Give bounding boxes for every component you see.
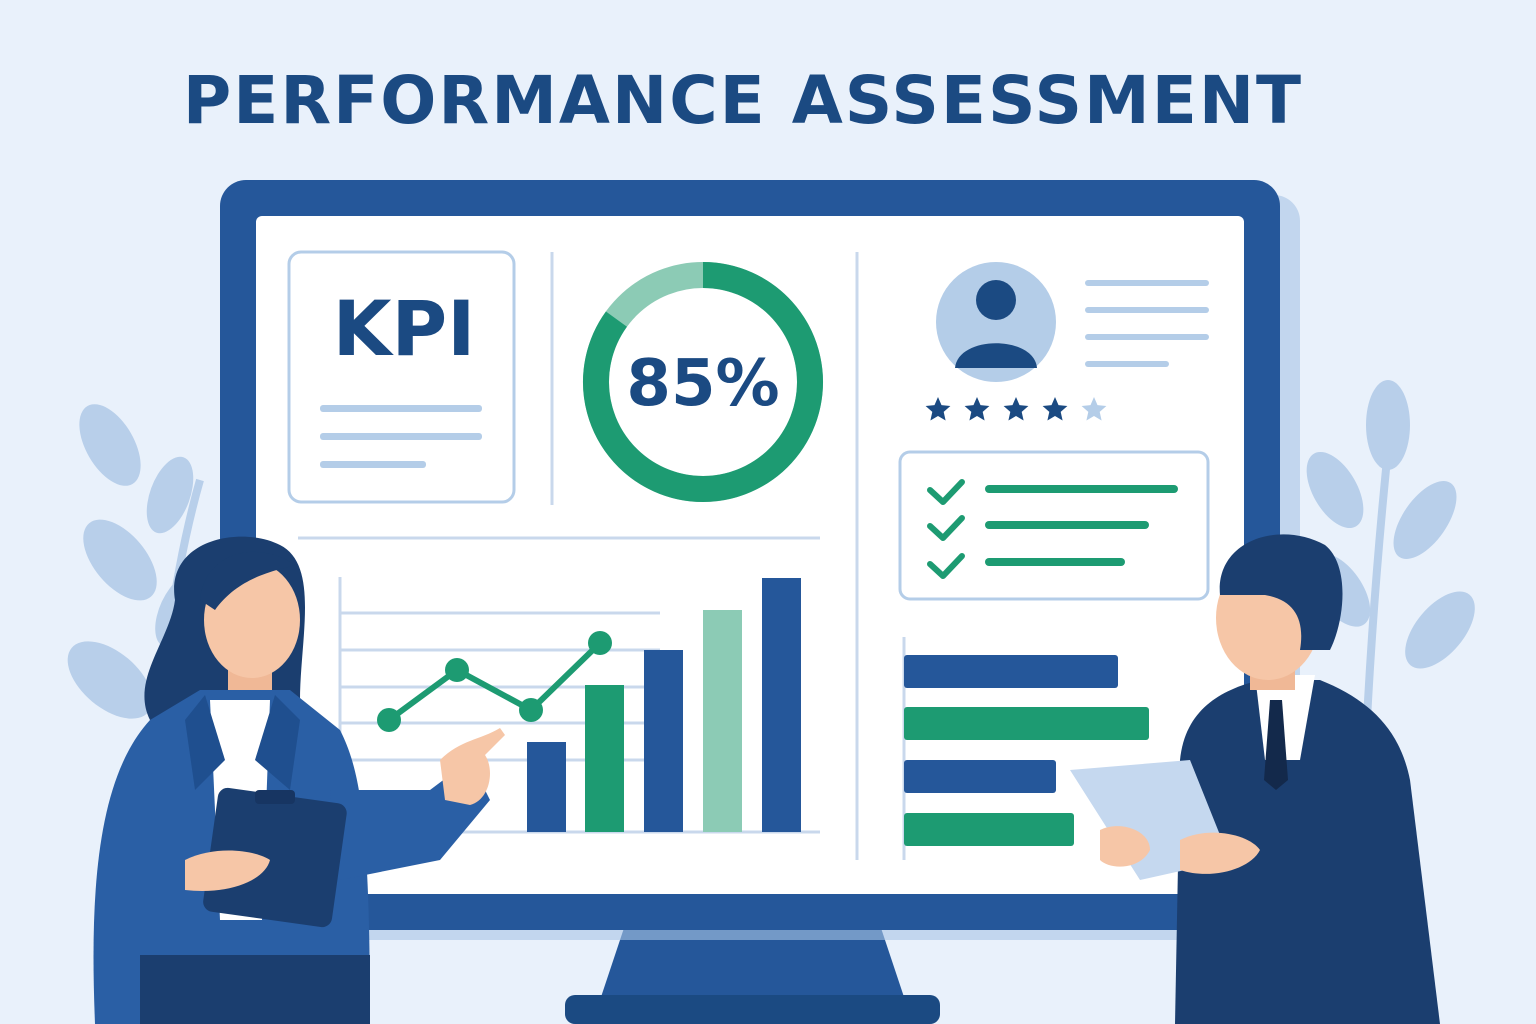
progress-value: 85% bbox=[626, 347, 779, 421]
checklist-line bbox=[985, 485, 1178, 493]
rating-stars bbox=[925, 397, 1107, 421]
man-presenter bbox=[1070, 534, 1440, 1024]
horizontal-bar-chart bbox=[902, 637, 1149, 860]
trend-line bbox=[387, 640, 603, 723]
checklist-line bbox=[985, 558, 1125, 566]
trend-point bbox=[377, 708, 401, 732]
hbar bbox=[904, 760, 1056, 793]
trend-point bbox=[519, 698, 543, 722]
trend-point bbox=[445, 658, 469, 682]
profile-card bbox=[925, 262, 1209, 421]
progress-ring: 85% bbox=[583, 262, 823, 502]
kpi-card: KPI bbox=[287, 250, 516, 504]
chart-bar bbox=[762, 578, 801, 832]
user-avatar-icon bbox=[936, 262, 1056, 382]
check-icon bbox=[927, 479, 965, 505]
kpi-label: KPI bbox=[333, 284, 476, 373]
checklist-line bbox=[985, 521, 1149, 529]
page-title: PERFORMANCE ASSESSMENT bbox=[182, 62, 1304, 139]
star-icon bbox=[964, 397, 990, 421]
star-icon bbox=[925, 397, 951, 421]
dashboard-dividers bbox=[298, 252, 859, 860]
leaf-decoration-right bbox=[1306, 380, 1475, 981]
chart-bar bbox=[703, 610, 742, 832]
chart-bar bbox=[527, 742, 566, 832]
check-icon bbox=[927, 553, 965, 579]
monitor-stand bbox=[565, 925, 940, 1024]
trend-point bbox=[588, 631, 612, 655]
hbar bbox=[904, 655, 1118, 688]
checklist-card bbox=[898, 450, 1210, 601]
hbar bbox=[904, 813, 1074, 846]
woman-presenter bbox=[93, 536, 505, 1024]
chart-bar bbox=[644, 650, 683, 832]
check-icon bbox=[927, 515, 965, 541]
star-icon bbox=[1081, 397, 1107, 421]
hbar bbox=[904, 707, 1149, 740]
chart-bar bbox=[585, 685, 624, 832]
star-icon bbox=[1042, 397, 1068, 421]
star-icon bbox=[1003, 397, 1029, 421]
